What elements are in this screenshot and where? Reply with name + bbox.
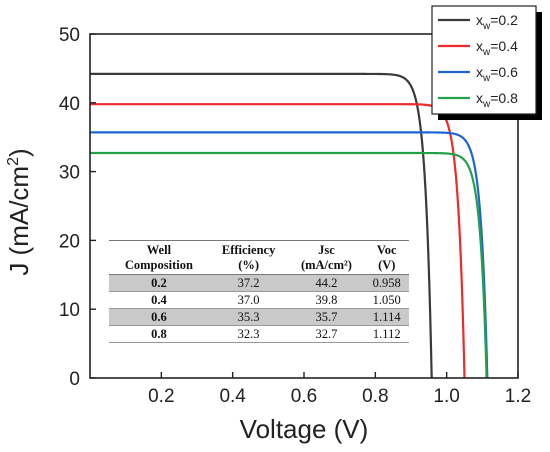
table-row: 0.8 32.3 32.7 1.112 — [109, 325, 409, 343]
cell-jsc: 39.8 — [288, 291, 365, 309]
y-axis-title: J (mA/cm2) — [4, 148, 34, 275]
y-tick-label: 20 — [59, 231, 80, 252]
cell-efficiency: 32.3 — [208, 325, 289, 343]
x-axis-title: Voltage (V) — [240, 414, 369, 444]
header-well: Well — [109, 240, 209, 258]
table-row: 0.2 37.2 44.2 0.958 — [109, 274, 409, 292]
header-efficiency-unit: (%) — [208, 258, 289, 275]
header-well-sub: Composition — [109, 258, 209, 275]
cell-efficiency: 37.2 — [208, 274, 289, 292]
plot-lines — [90, 72, 489, 379]
cell-well: 0.6 — [109, 308, 209, 326]
x-tick-label: 1.2 — [505, 386, 531, 407]
y-tick-label: 40 — [59, 94, 80, 115]
x-tick-label: 0.6 — [291, 386, 317, 407]
cell-jsc: 35.7 — [288, 308, 365, 326]
header-voc-unit: (V) — [364, 258, 409, 275]
header-voc: Voc — [364, 240, 409, 258]
x-tick-label: 1.0 — [433, 386, 459, 407]
series-line-4 — [90, 151, 488, 379]
cell-well: 0.8 — [109, 325, 209, 343]
legend-box — [431, 5, 537, 115]
y-tick-label: 10 — [59, 300, 80, 321]
legend-label: xw=0.8 — [476, 90, 518, 110]
table-row: 0.6 35.3 35.7 1.114 — [109, 308, 409, 326]
legend: xw=0.2 xw=0.4 xw=0.6 xw=0.8 — [431, 5, 542, 120]
header-jsc-unit: (mA/cm²) — [288, 258, 365, 275]
cell-voc: 0.958 — [364, 274, 409, 292]
cell-efficiency: 37.0 — [208, 291, 289, 309]
header-efficiency: Efficiency — [208, 240, 289, 258]
cell-jsc: 44.2 — [288, 274, 365, 292]
cell-well: 0.2 — [109, 274, 209, 292]
series-line-1 — [90, 72, 433, 379]
legend-label: xw=0.4 — [476, 38, 518, 58]
x-tick-label: 0.2 — [148, 386, 174, 407]
cell-jsc: 32.7 — [288, 325, 365, 343]
cell-voc: 1.112 — [364, 325, 409, 343]
y-tick-label: 0 — [69, 369, 80, 390]
cell-voc: 1.114 — [364, 308, 409, 326]
cell-efficiency: 35.3 — [208, 308, 289, 326]
inset-table: Well Efficiency Jsc Voc Composition (%) … — [109, 240, 409, 343]
x-tick-label: 0.4 — [219, 386, 246, 407]
legend-label: xw=0.2 — [476, 12, 518, 32]
cell-voc: 1.050 — [364, 291, 409, 309]
legend-label: xw=0.6 — [476, 64, 518, 84]
y-tick-label: 30 — [59, 163, 80, 184]
table-row: 0.4 37.0 39.8 1.050 — [109, 291, 409, 309]
y-tick-label: 50 — [59, 25, 80, 46]
cell-well: 0.4 — [109, 291, 209, 309]
series-line-3 — [90, 131, 489, 379]
x-tick-label: 0.8 — [362, 386, 388, 407]
series-line-2 — [90, 103, 466, 379]
header-jsc: Jsc — [288, 240, 365, 258]
